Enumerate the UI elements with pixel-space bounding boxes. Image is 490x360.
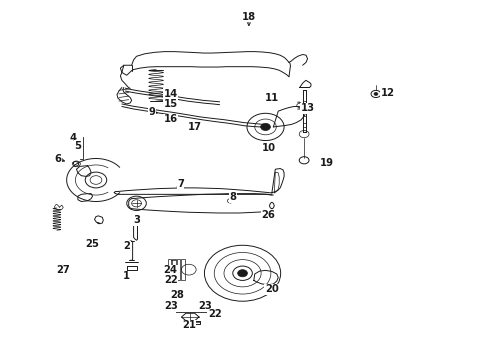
Bar — [181, 259, 185, 280]
Circle shape — [261, 123, 270, 131]
Text: 25: 25 — [86, 239, 99, 249]
Text: 7: 7 — [177, 179, 184, 189]
Text: 2: 2 — [123, 241, 130, 251]
Text: 15: 15 — [164, 99, 178, 109]
Text: 19: 19 — [320, 158, 334, 168]
Text: 6: 6 — [55, 154, 62, 164]
Text: 27: 27 — [56, 265, 70, 275]
Text: 21: 21 — [182, 320, 196, 330]
Text: 11: 11 — [265, 93, 279, 103]
Bar — [172, 259, 176, 280]
Text: 26: 26 — [262, 210, 275, 220]
Circle shape — [374, 93, 378, 95]
Bar — [168, 259, 171, 280]
Text: 14: 14 — [164, 89, 178, 99]
Text: 1: 1 — [123, 271, 130, 281]
Text: 28: 28 — [171, 291, 185, 301]
Text: 12: 12 — [381, 88, 394, 98]
Text: 22: 22 — [164, 275, 177, 285]
Text: 18: 18 — [242, 12, 256, 22]
Text: 13: 13 — [300, 103, 315, 113]
Bar — [177, 259, 180, 280]
Text: 24: 24 — [164, 265, 178, 275]
Text: 20: 20 — [265, 284, 279, 294]
Text: 8: 8 — [229, 192, 236, 202]
Text: 9: 9 — [149, 107, 156, 117]
Text: 22: 22 — [208, 310, 221, 319]
Text: 4: 4 — [70, 133, 76, 143]
Text: 3: 3 — [133, 215, 140, 225]
Text: 17: 17 — [188, 122, 202, 132]
Text: 23: 23 — [198, 301, 212, 311]
Text: 5: 5 — [74, 141, 81, 151]
Text: 23: 23 — [164, 301, 177, 311]
Text: 16: 16 — [164, 114, 178, 124]
Circle shape — [238, 270, 247, 277]
Text: 10: 10 — [262, 143, 275, 153]
